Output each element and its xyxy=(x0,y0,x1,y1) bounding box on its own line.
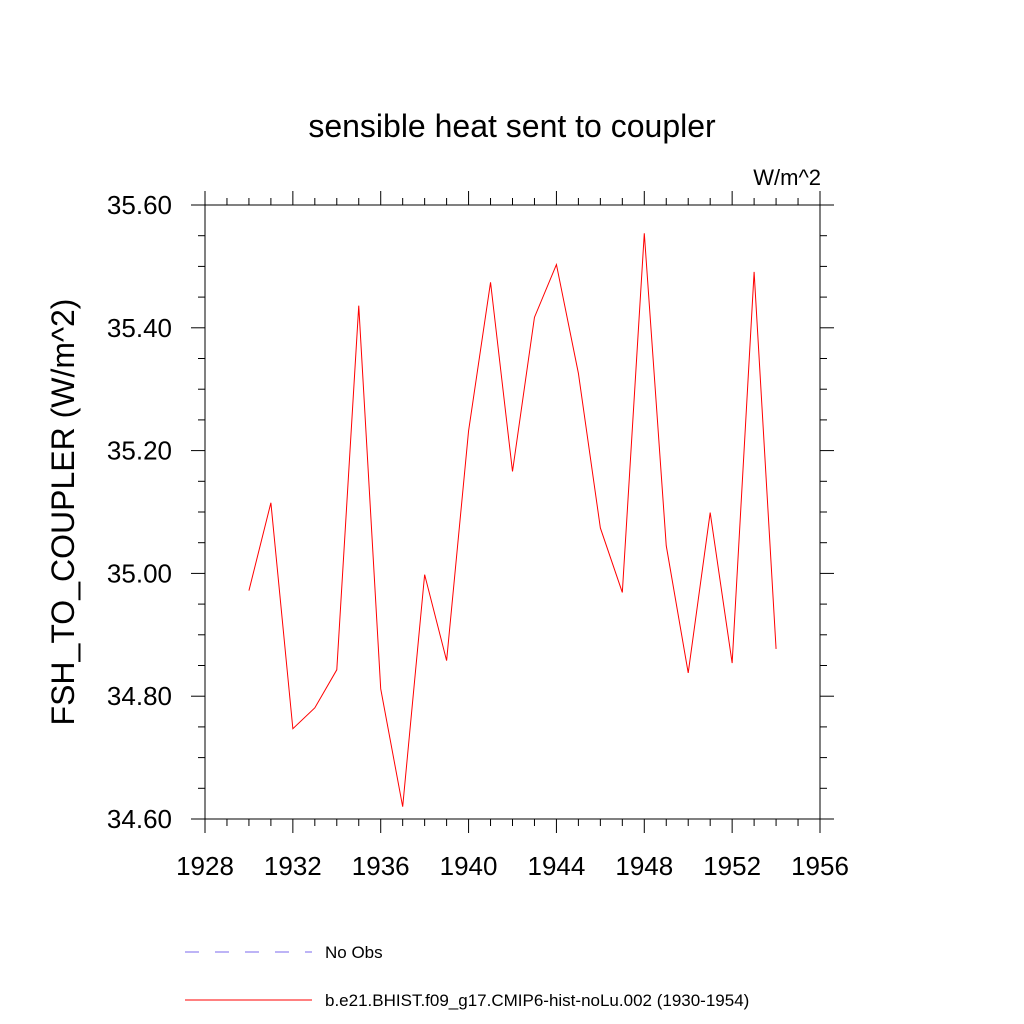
x-tick-label: 1940 xyxy=(440,851,498,881)
x-tick-labels: 1928 1932 1936 1940 1944 1948 1952 1956 xyxy=(176,851,849,881)
series-layer xyxy=(248,233,777,807)
units-label: W/m^2 xyxy=(753,165,821,190)
x-tick-label: 1936 xyxy=(352,851,410,881)
legend: No Obs b.e21.BHIST.f09_g17.CMIP6-hist-noL… xyxy=(185,943,749,1010)
y-tick-label: 35.40 xyxy=(107,313,172,343)
x-tick-label: 1956 xyxy=(791,851,849,881)
y-tick-label: 35.00 xyxy=(107,558,172,588)
x-tick-label: 1928 xyxy=(176,851,234,881)
x-tick-label: 1948 xyxy=(615,851,673,881)
x-tick-label: 1932 xyxy=(264,851,322,881)
y-tick-label: 34.80 xyxy=(107,681,172,711)
axis-ticks xyxy=(191,191,834,833)
y-tick-label: 34.60 xyxy=(107,804,172,834)
legend-label: No Obs xyxy=(325,943,383,962)
legend-label: b.e21.BHIST.f09_g17.CMIP6-hist-noLu.002 … xyxy=(325,991,749,1010)
y-axis-title: FSH_TO_COUPLER (W/m^2) xyxy=(45,299,81,726)
series-line xyxy=(248,233,777,807)
y-tick-labels: 34.60 34.80 35.00 35.20 35.40 35.60 xyxy=(107,190,172,834)
chart-title: sensible heat sent to coupler xyxy=(308,108,716,144)
x-tick-label: 1952 xyxy=(703,851,761,881)
plot-frame xyxy=(204,204,821,820)
x-tick-label: 1944 xyxy=(528,851,586,881)
y-tick-label: 35.20 xyxy=(107,436,172,466)
y-tick-label: 35.60 xyxy=(107,190,172,220)
